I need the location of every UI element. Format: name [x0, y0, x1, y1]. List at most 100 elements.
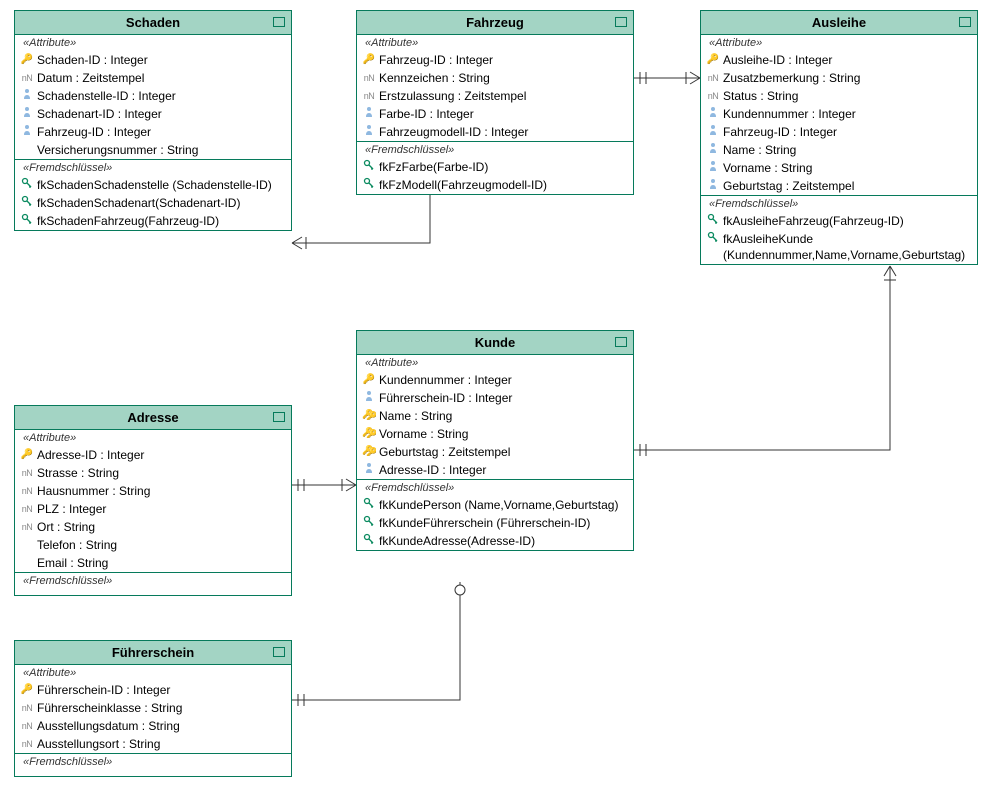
entity-fuehrerschein: Führerschein «Attribute» 🔑Führerschein-I… — [14, 640, 292, 777]
section-attr: «Attribute» — [357, 355, 633, 371]
entity-header: Adresse — [15, 406, 291, 430]
section-fk: «Fremdschlüssel» — [701, 196, 977, 212]
foreign-key-icon — [361, 497, 377, 509]
entity-header: Kunde — [357, 331, 633, 355]
fk-ref-icon — [19, 124, 35, 136]
attribute-row: Name : String — [701, 141, 977, 159]
attribute-text: Fahrzeug-ID : Integer — [37, 124, 287, 140]
attribute-row: fkFzModell(Fahrzeugmodell-ID) — [357, 176, 633, 194]
section-attr: «Attribute» — [701, 35, 977, 51]
attribute-text: Telefon : String — [37, 537, 287, 553]
entity-header: Führerschein — [15, 641, 291, 665]
section-fk: «Fremdschlüssel» — [357, 142, 633, 158]
attribute-row: fkSchadenSchadenstelle (Schadenstelle-ID… — [15, 176, 291, 194]
attribute-text: Geburtstag : Zeitstempel — [379, 444, 629, 460]
fk-ref-icon — [19, 88, 35, 100]
attribute-row: nNStrasse : String — [15, 464, 291, 482]
fk-ref-icon — [361, 462, 377, 474]
attribute-row: fkFzFarbe(Farbe-ID) — [357, 158, 633, 176]
attribute-text: Vorname : String — [379, 426, 629, 442]
primary-key-icon: 🔑 — [361, 372, 377, 388]
header-box-icon — [959, 17, 971, 27]
foreign-key-icon — [705, 213, 721, 225]
section-fk: «Fremdschlüssel» — [357, 480, 633, 496]
attr-list: 🔑Ausleihe-ID : IntegernNZusatzbemerkung … — [701, 51, 977, 195]
attribute-row: 🔑🔑Geburtstag : Zeitstempel — [357, 443, 633, 461]
entity-adresse: Adresse «Attribute» 🔑Adresse-ID : Intege… — [14, 405, 292, 596]
entity-ausleihe: Ausleihe «Attribute» 🔑Ausleihe-ID : Inte… — [700, 10, 978, 265]
not-null-icon: nN — [19, 718, 35, 734]
header-box-icon — [273, 17, 285, 27]
fk-ref-icon — [361, 106, 377, 118]
attr-list: 🔑Adresse-ID : IntegernNStrasse : Stringn… — [15, 446, 291, 572]
attribute-row: nNErstzulassung : Zeitstempel — [357, 87, 633, 105]
fk-ref-icon — [705, 106, 721, 118]
attribute-row: Fahrzeug-ID : Integer — [701, 123, 977, 141]
attribute-text: Versicherungsnummer : String — [37, 142, 287, 158]
attribute-text: Name : String — [723, 142, 973, 158]
attribute-row: 🔑Kundennummer : Integer — [357, 371, 633, 389]
attribute-text: Strasse : String — [37, 465, 287, 481]
attribute-row: Kundennummer : Integer — [701, 105, 977, 123]
attribute-row: nNStatus : String — [701, 87, 977, 105]
attribute-row: nNAusstellungsort : String — [15, 735, 291, 753]
not-null-icon: nN — [19, 501, 35, 517]
attribute-row: Fahrzeug-ID : Integer — [15, 123, 291, 141]
primary-key-icon: 🔑 — [19, 447, 35, 463]
attribute-text: Ausleihe-ID : Integer — [723, 52, 973, 68]
not-null-icon: nN — [705, 88, 721, 104]
attribute-row: fkAusleiheFahrzeug(Fahrzeug-ID) — [701, 212, 977, 230]
attribute-text: Fahrzeugmodell-ID : Integer — [379, 124, 629, 140]
attribute-text: Adresse-ID : Integer — [37, 447, 287, 463]
attribute-row: fkKundePerson (Name,Vorname,Geburtstag) — [357, 496, 633, 514]
attribute-row: nNKennzeichen : String — [357, 69, 633, 87]
attribute-row: fkKundeFührerschein (Führerschein-ID) — [357, 514, 633, 532]
entity-title: Adresse — [127, 410, 178, 425]
attribute-text: Adresse-ID : Integer — [379, 462, 629, 478]
fk-ref-icon — [705, 160, 721, 172]
section-fk: «Fremdschlüssel» — [15, 160, 291, 176]
foreign-key-icon — [19, 195, 35, 207]
attribute-text: Führerschein-ID : Integer — [37, 682, 287, 698]
attribute-text: fkSchadenSchadenart(Schadenart-ID) — [37, 195, 287, 211]
attribute-row: Führerschein-ID : Integer — [357, 389, 633, 407]
svg-text:🔑: 🔑 — [366, 446, 376, 456]
entity-title: Kunde — [475, 335, 515, 350]
attribute-text: Zusatzbemerkung : String — [723, 70, 973, 86]
attribute-text: Fahrzeug-ID : Integer — [723, 124, 973, 140]
attribute-row: nNOrt : String — [15, 518, 291, 536]
entity-header: Ausleihe — [701, 11, 977, 35]
not-null-icon: nN — [705, 70, 721, 86]
not-null-icon: nN — [361, 88, 377, 104]
section-attr: «Attribute» — [357, 35, 633, 51]
attribute-text: Ort : String — [37, 519, 287, 535]
fk-list: fkKundePerson (Name,Vorname,Geburtstag)f… — [357, 496, 633, 550]
attribute-text: Geburtstag : Zeitstempel — [723, 178, 973, 194]
entity-header: Schaden — [15, 11, 291, 35]
attribute-row: 🔑Schaden-ID : Integer — [15, 51, 291, 69]
fk-list: fkSchadenSchadenstelle (Schadenstelle-ID… — [15, 176, 291, 230]
attribute-text: Ausstellungsdatum : String — [37, 718, 287, 734]
foreign-key-icon — [19, 213, 35, 225]
attribute-text: Farbe-ID : Integer — [379, 106, 629, 122]
attribute-row: fkAusleiheKunde (Kundennummer,Name,Vorna… — [701, 230, 977, 264]
attribute-row: nNZusatzbemerkung : String — [701, 69, 977, 87]
foreign-key-icon — [705, 231, 721, 243]
attribute-row: nNDatum : Zeitstempel — [15, 69, 291, 87]
attr-list: 🔑Kundennummer : IntegerFührerschein-ID :… — [357, 371, 633, 479]
attribute-text: Fahrzeug-ID : Integer — [379, 52, 629, 68]
fk-ref-icon — [361, 124, 377, 136]
primary-key-icon: 🔑 — [361, 52, 377, 68]
attribute-text: Führerscheinklasse : String — [37, 700, 287, 716]
attribute-row: fkSchadenFahrzeug(Fahrzeug-ID) — [15, 212, 291, 230]
entity-title: Schaden — [126, 15, 180, 30]
attribute-text: Datum : Zeitstempel — [37, 70, 287, 86]
fk-ref-icon — [19, 106, 35, 118]
attribute-row: 🔑Fahrzeug-ID : Integer — [357, 51, 633, 69]
section-attr: «Attribute» — [15, 35, 291, 51]
attr-list: 🔑Führerschein-ID : IntegernNFührerschein… — [15, 681, 291, 753]
not-null-icon: nN — [19, 736, 35, 752]
entity-title: Fahrzeug — [466, 15, 524, 30]
attribute-text: Kennzeichen : String — [379, 70, 629, 86]
attribute-row: Schadenstelle-ID : Integer — [15, 87, 291, 105]
